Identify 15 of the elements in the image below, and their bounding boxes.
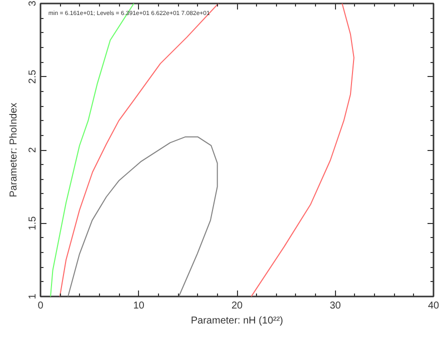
y-tick-label: 1 [28, 293, 38, 300]
x-tick-label: 20 [231, 300, 243, 312]
line-series [68, 136, 218, 296]
y-tick-label: 1.5 [28, 216, 38, 230]
x-tick-label: 40 [428, 300, 440, 312]
y-tick-label: 3 [28, 0, 38, 6]
line-series [250, 4, 354, 296]
y-axis-title: Parameter: PhoIndex [8, 102, 20, 198]
x-axis-title: Parameter: nH (10²²) [190, 316, 284, 326]
y-tick-label: 2.5 [28, 69, 38, 84]
line-series [59, 4, 219, 296]
x-tick-label: 30 [330, 300, 342, 312]
x-tick-label: 0 [38, 300, 44, 312]
y-tick-label: 2 [28, 146, 38, 153]
x-tick-label: 10 [133, 300, 145, 312]
